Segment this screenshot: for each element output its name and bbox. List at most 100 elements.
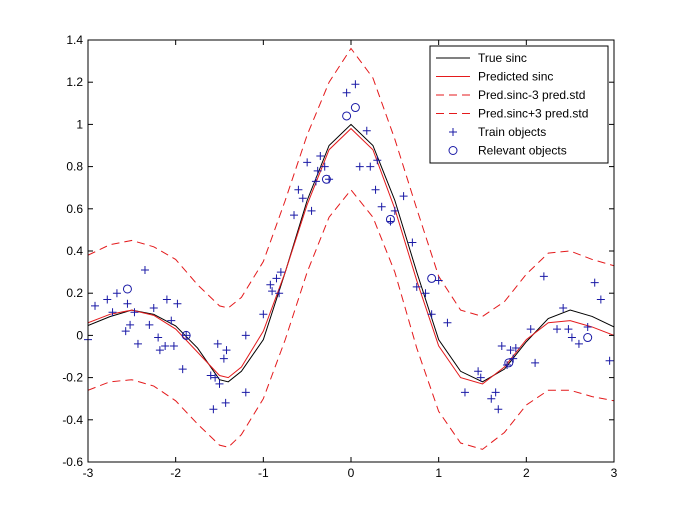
legend-sample-plus xyxy=(449,128,457,136)
x-tick-label: 0 xyxy=(348,466,355,480)
train-point-13 xyxy=(154,333,163,342)
train-point-26 xyxy=(215,379,224,388)
y-tick-label: 0.4 xyxy=(66,244,83,258)
train-point-36 xyxy=(275,289,284,298)
train-point-83 xyxy=(574,339,583,348)
train-point-2 xyxy=(103,295,112,304)
train-point-7 xyxy=(126,320,135,329)
train-point-57 xyxy=(390,206,399,215)
train-point-66 xyxy=(474,367,483,376)
y-tick-label: 0 xyxy=(76,328,83,342)
y-tick-label: 1.2 xyxy=(66,75,83,89)
train-point-22 xyxy=(206,371,215,380)
train-point-62 xyxy=(427,310,436,319)
train-point-55 xyxy=(377,202,386,211)
train-point-9 xyxy=(133,339,142,348)
legend-label: Train objects xyxy=(478,125,546,139)
legend-label: True sinc xyxy=(478,51,527,65)
train-point-61 xyxy=(421,289,430,298)
x-tick-label: -1 xyxy=(258,466,269,480)
train-point-5 xyxy=(121,327,130,336)
train-point-74 xyxy=(509,354,518,363)
train-point-60 xyxy=(412,282,421,291)
train-point-20 xyxy=(178,365,187,374)
train-point-32 xyxy=(259,310,268,319)
train-point-6 xyxy=(123,299,132,308)
train-point-28 xyxy=(221,398,230,407)
series-line-pred-sinc-3-pred-std xyxy=(88,189,614,450)
train-point-42 xyxy=(307,206,316,215)
series-line-true-sinc xyxy=(88,123,614,383)
legend-label: Pred.sinc-3 pred.std xyxy=(478,88,585,102)
train-point-43 xyxy=(311,177,320,186)
legend-label: Relevant objects xyxy=(478,144,567,158)
train-point-51 xyxy=(362,126,371,135)
train-point-11 xyxy=(145,320,154,329)
train-point-8 xyxy=(130,308,139,317)
train-point-65 xyxy=(460,388,469,397)
train-point-24 xyxy=(211,373,220,382)
train-point-56 xyxy=(386,217,395,226)
x-tick-label: -2 xyxy=(170,466,181,480)
train-point-19 xyxy=(173,299,182,308)
relevant-point-4 xyxy=(350,103,360,113)
train-point-50 xyxy=(355,162,364,171)
series-line-predicted-sinc xyxy=(88,127,614,385)
train-point-14 xyxy=(155,346,164,355)
train-point-34 xyxy=(268,287,277,296)
train-point-72 xyxy=(503,360,512,369)
train-point-82 xyxy=(567,333,576,342)
train-point-84 xyxy=(583,322,592,331)
train-point-3 xyxy=(108,308,117,317)
train-point-79 xyxy=(553,325,562,334)
x-tick-label: 2 xyxy=(523,466,530,480)
train-point-12 xyxy=(149,303,158,312)
train-point-41 xyxy=(303,158,312,167)
relevant-point-2 xyxy=(321,174,331,184)
train-point-30 xyxy=(241,388,250,397)
train-point-39 xyxy=(294,185,303,194)
train-point-1 xyxy=(91,301,100,310)
train-point-45 xyxy=(316,152,325,161)
train-point-29 xyxy=(222,346,231,355)
relevant-point-0 xyxy=(122,284,132,294)
train-point-67 xyxy=(476,373,485,382)
train-point-25 xyxy=(213,339,222,348)
train-point-17 xyxy=(167,316,176,325)
train-point-73 xyxy=(506,346,515,355)
train-point-71 xyxy=(497,341,506,350)
train-point-80 xyxy=(559,303,568,312)
axes: -3 -2 -1 0 1 2 3 -0.6 -0.4 -0.2 0 0.2 0.4 0.6 0.8 1 1.2 1… xyxy=(62,33,617,480)
train-point-31 xyxy=(241,331,250,340)
relevant-point-5 xyxy=(385,214,395,224)
y-tick-label: 1 xyxy=(76,117,83,131)
train-point-33 xyxy=(266,280,275,289)
legend-label: Pred.sinc+3 pred.std xyxy=(478,107,588,121)
plot-area xyxy=(84,47,614,450)
y-tick-label: -0.6 xyxy=(62,455,83,469)
legend-sample-circle xyxy=(448,146,458,155)
train-point-58 xyxy=(399,192,408,201)
x-tick-label: 1 xyxy=(435,466,442,480)
x-tick-label: 3 xyxy=(611,466,618,480)
train-point-75 xyxy=(511,344,520,353)
train-point-21 xyxy=(182,331,191,340)
train-point-77 xyxy=(531,358,540,367)
legend-box xyxy=(429,45,609,164)
train-point-10 xyxy=(140,265,149,274)
train-point-87 xyxy=(605,356,614,365)
train-point-69 xyxy=(491,388,500,397)
train-point-63 xyxy=(434,276,443,285)
train-point-68 xyxy=(487,394,496,403)
train-point-49 xyxy=(351,80,360,89)
train-point-86 xyxy=(596,295,605,304)
train-point-85 xyxy=(590,278,599,287)
train-point-16 xyxy=(162,295,171,304)
train-point-23 xyxy=(209,405,218,414)
train-point-4 xyxy=(112,289,121,298)
relevant-point-3 xyxy=(342,111,352,121)
y-tick-label: 1.4 xyxy=(66,33,83,47)
train-point-27 xyxy=(219,354,228,363)
train-point-35 xyxy=(272,274,281,283)
